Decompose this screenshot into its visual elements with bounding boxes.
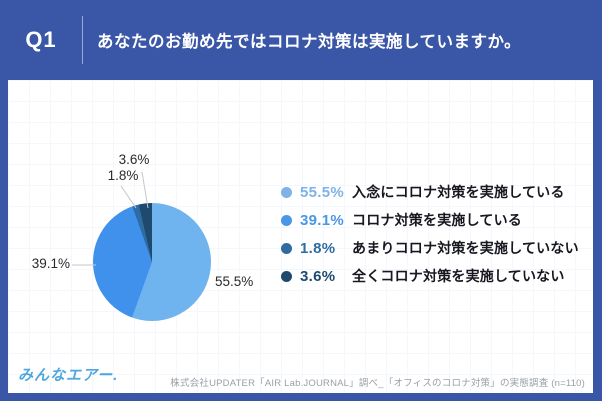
legend-percent: 3.6% xyxy=(300,267,336,285)
pie-value-label: 39.1% xyxy=(31,256,70,271)
legend-percent: 1.8% xyxy=(300,239,336,257)
legend-item: 55.5% 入念にコロナ対策を実施している xyxy=(281,183,581,201)
chart-panel: 55.5% 39.1% 1.8% 3.6% 55.5% 入念にコロナ対策を実施している 3… xyxy=(8,80,593,393)
question-number: Q1 xyxy=(25,27,57,52)
question-text: あなたのお勤め先ではコロナ対策は実施していますか。 xyxy=(97,33,522,51)
banner-divider xyxy=(82,16,83,64)
pie-chart xyxy=(93,203,211,321)
legend-label: 入念にコロナ対策を実施している xyxy=(352,184,565,200)
question-banner: Q1 あなたのお勤め先ではコロナ対策は実施していますか。 xyxy=(0,0,602,80)
source-note: 株式会社UPDATER「AIR Lab.JOURNAL」調べ_「オフィスのコロナ… xyxy=(170,378,585,389)
legend-dot-icon xyxy=(281,270,292,282)
legend-item: 39.1% コロナ対策を実施している xyxy=(281,211,581,229)
pie-value-label: 1.8% xyxy=(107,168,139,183)
pie-value-label: 3.6% xyxy=(118,152,150,167)
legend-percent: 55.5% xyxy=(300,183,345,201)
legend-dot-icon xyxy=(281,186,292,198)
legend-item: 1.8% あまりコロナ対策を実施していない xyxy=(281,239,581,257)
legend-label: 全くコロナ対策を実施していない xyxy=(352,268,565,284)
pie-value-label: 55.5% xyxy=(215,274,254,289)
minna-air-logo: みんなエアー. xyxy=(18,367,119,384)
legend-item: 3.6% 全くコロナ対策を実施していない xyxy=(281,267,581,285)
chart-legend: 55.5% 入念にコロナ対策を実施している 39.1% コロナ対策を実施している 1.8… xyxy=(281,183,581,285)
legend-label: あまりコロナ対策を実施していない xyxy=(352,240,579,256)
legend-dot-icon xyxy=(281,214,292,226)
legend-percent: 39.1% xyxy=(300,211,345,229)
legend-dot-icon xyxy=(281,242,292,254)
legend-label: コロナ対策を実施している xyxy=(352,212,522,228)
